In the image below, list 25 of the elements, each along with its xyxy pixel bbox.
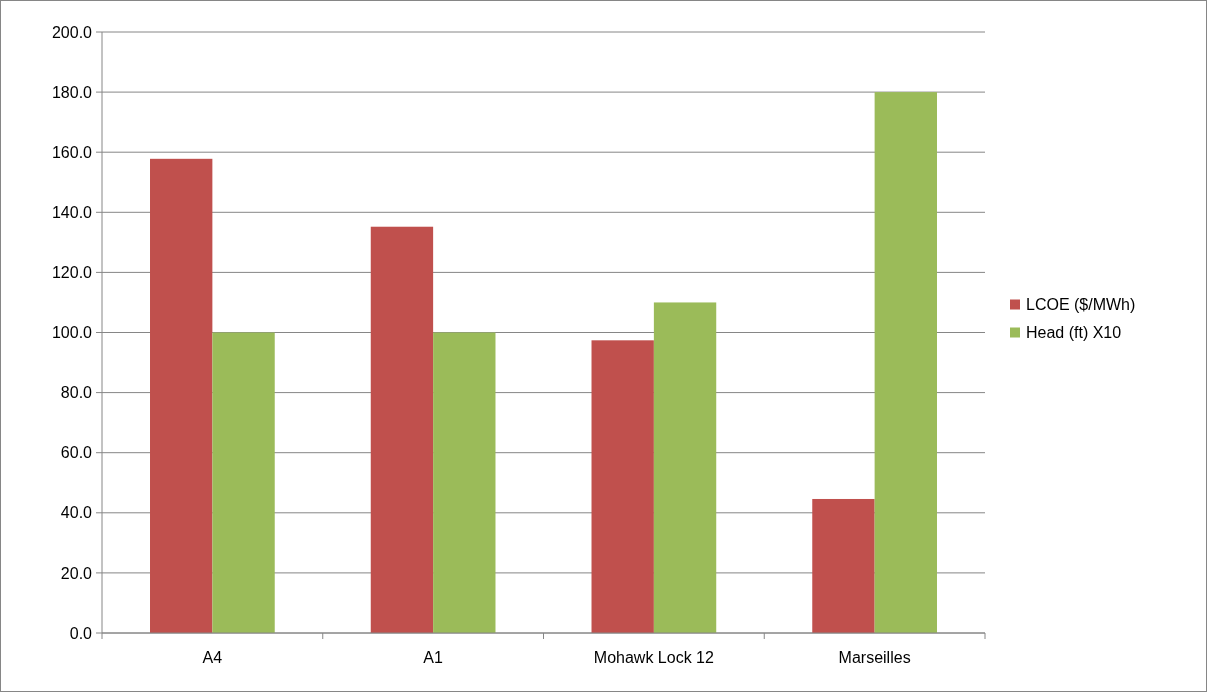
x-tick-label: Mohawk Lock 12 [593, 649, 715, 666]
y-tick-label: 140.0 [51, 203, 93, 221]
bar [812, 498, 875, 633]
y-tick-label: 80.0 [60, 384, 93, 402]
bar [370, 226, 434, 633]
y-tick-label: 60.0 [60, 444, 93, 462]
y-tick-label: 160.0 [51, 143, 93, 161]
y-tick-label: 0.0 [69, 624, 93, 642]
y-tick-label: 200.0 [51, 23, 93, 41]
bar [653, 302, 717, 633]
bar [433, 332, 496, 633]
bar [874, 92, 937, 633]
y-tick-label: 40.0 [60, 504, 93, 522]
x-tick-label: Marseilles [838, 649, 911, 666]
y-tick-label: 100.0 [51, 324, 93, 342]
x-tick-label: A4 [202, 649, 223, 666]
legend-label: Head (ft) X10 [1026, 324, 1122, 342]
bar [591, 340, 654, 633]
legend-label: LCOE ($/MWh) [1026, 296, 1136, 314]
bar [150, 158, 213, 633]
y-tick-label: 120.0 [51, 264, 93, 281]
y-tick-label: 180.0 [51, 83, 93, 101]
x-tick-label: A1 [423, 649, 444, 666]
y-tick-label: 20.0 [60, 564, 93, 582]
bar [212, 332, 275, 633]
